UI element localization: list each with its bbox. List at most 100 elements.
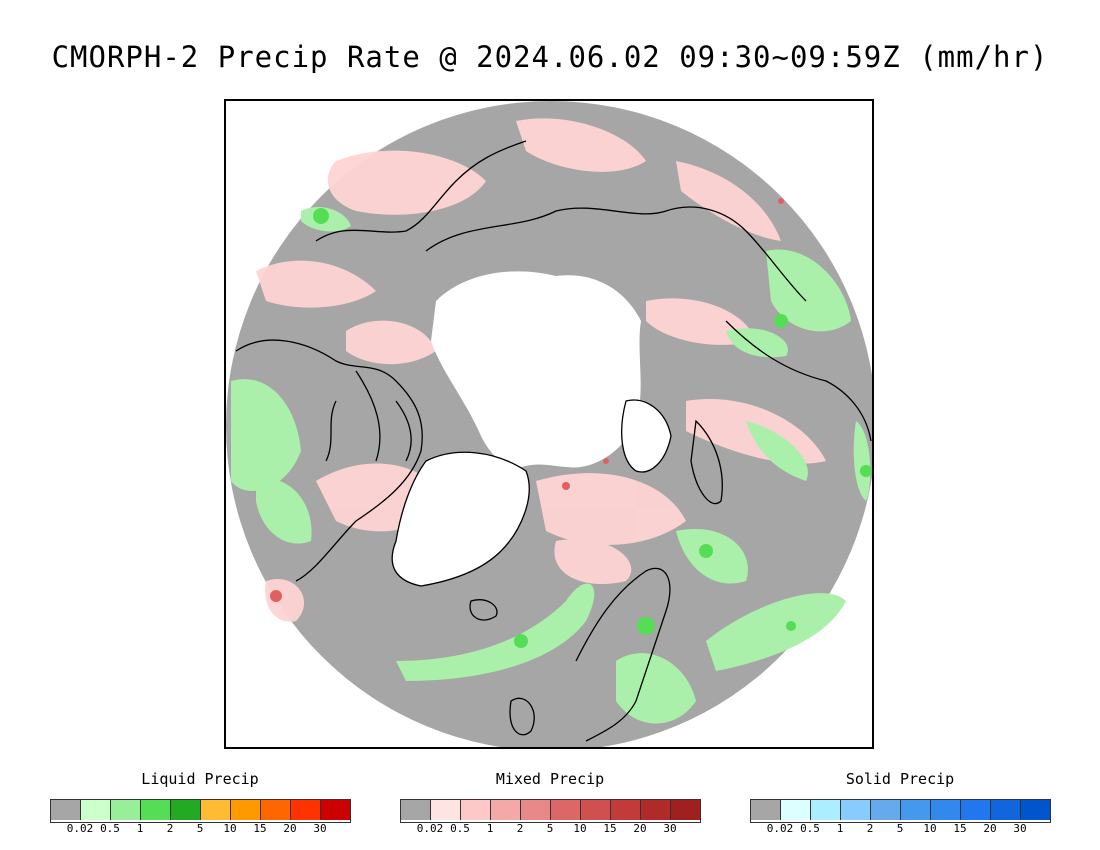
legend-tick-mixed: 0.02 [416,822,444,835]
legend-swatch-liquid [111,800,141,820]
mixed-precip-patch [536,473,686,545]
legend-swatch-mixed [461,800,491,820]
mixed-precip-patch [516,118,646,172]
chart-title: CMORPH-2 Precip Rate @ 2024.06.02 09:30~… [51,40,1049,74]
legend-title-liquid: Liquid Precip [141,770,259,788]
legend-tick-liquid: 5 [196,822,204,835]
legend-swatch-solid [841,800,871,820]
legend-bar-solid [750,799,1051,823]
greenland-ice-region [392,452,530,586]
legend-swatch-liquid [321,800,350,820]
legend-swatch-liquid [201,800,231,820]
legend-tick-mixed: 5 [546,822,554,835]
liquid-precip-patch [616,653,696,724]
legend-title-solid: Solid Precip [845,770,955,788]
liquid-precip-cores [313,208,872,648]
liquid-precip-core [313,208,329,224]
legend-swatch-mixed [401,800,431,820]
liquid-precip-patch [853,421,871,501]
legend-tick-mixed: 0.5 [450,822,470,835]
legend-tick-mixed: 15 [603,822,617,835]
mixed-precip-core [778,198,784,204]
legend-tick-solid: 0.5 [800,822,820,835]
legend-swatch-liquid [51,800,81,820]
legend-swatch-solid [811,800,841,820]
legend-tick-solid: 10 [923,822,937,835]
legend-swatch-solid [1021,800,1050,820]
legend-tick-mixed: 10 [573,822,587,835]
legend-bar-mixed [400,799,701,823]
polar-no-data-region [431,271,641,468]
legend-swatch-solid [901,800,931,820]
liquid-precip-core [786,621,796,631]
coastline-greenland [391,451,530,587]
legend-swatch-solid [931,800,961,820]
legend-tick-mixed: 30 [663,822,677,835]
liquid-precip-core [637,617,655,635]
legend-swatch-liquid [81,800,111,820]
liquid-precip-patch [746,421,808,481]
mixed-precip-patch [346,320,436,365]
legend-tick-liquid: 10 [223,822,237,835]
legend-tick-solid: 15 [953,822,967,835]
legend-tick-solid: 20 [983,822,997,835]
legend-tick-solid: 5 [896,822,904,835]
legend-tick-liquid: 20 [283,822,297,835]
legend-swatch-liquid [231,800,261,820]
liquid-precip-core [860,465,872,477]
liquid-precip-core [514,634,528,648]
legend-swatch-mixed [641,800,671,820]
legend-swatch-solid [961,800,991,820]
legend-swatch-mixed [611,800,641,820]
coastline-svalbard [621,399,672,473]
map-canvas [226,101,872,747]
legend-swatch-liquid [171,800,201,820]
coastline-british-isles [509,697,535,736]
mixed-precip-cores [270,198,784,602]
legend-swatch-solid [781,800,811,820]
legend-tick-liquid: 30 [313,822,327,835]
legend-swatch-mixed [431,800,461,820]
mixed-precip-patch [256,260,376,308]
legend-tick-mixed: 20 [633,822,647,835]
coastline-alaska [315,140,527,242]
polar-precip-map [224,99,874,749]
coastline-siberia [425,206,807,302]
liquid-precip-patch [676,529,748,584]
legend-tick-liquid: 0.02 [66,822,94,835]
legend-tick-liquid: 1 [136,822,144,835]
legend-swatch-mixed [551,800,581,820]
mixed-precip-patch [676,161,781,241]
liquid-precip-patch [706,593,846,671]
coastline-arctic-archipelago [325,370,412,462]
legend-tick-mixed: 2 [516,822,524,835]
liquid-precip-patch [231,379,301,491]
legend-tick-mixed: 1 [486,822,494,835]
legend-title-mixed: Mixed Precip [495,770,605,788]
liquid-precip-core [774,314,788,328]
legend-swatch-solid [751,800,781,820]
mixed-precip-patch [327,150,486,215]
legend-bar-liquid [50,799,351,823]
mixed-precip-patch [265,579,305,622]
coastline-novaya-zemlya [690,419,723,505]
legend-tick-solid: 1 [836,822,844,835]
coastline-russia-north [725,320,872,442]
coastlines [235,140,872,742]
legend-tick-liquid: 2 [166,822,174,835]
coastline-iceland [469,599,498,621]
legend-swatch-solid [991,800,1021,820]
legend-swatch-solid [871,800,901,820]
legend-swatch-liquid [261,800,291,820]
mixed-precip-core [270,590,282,602]
legend-swatch-mixed [491,800,521,820]
liquid-precip-core [699,544,713,558]
legend-tick-liquid: 15 [253,822,267,835]
coastline-canada [235,339,423,582]
liquid-precip-patch [256,479,312,544]
liquid-precip-areas [231,206,871,724]
mixed-precip-core [603,458,609,464]
legend-swatch-liquid [291,800,321,820]
svalbard-no-data-region [621,400,671,472]
mixed-precip-core [562,482,570,490]
